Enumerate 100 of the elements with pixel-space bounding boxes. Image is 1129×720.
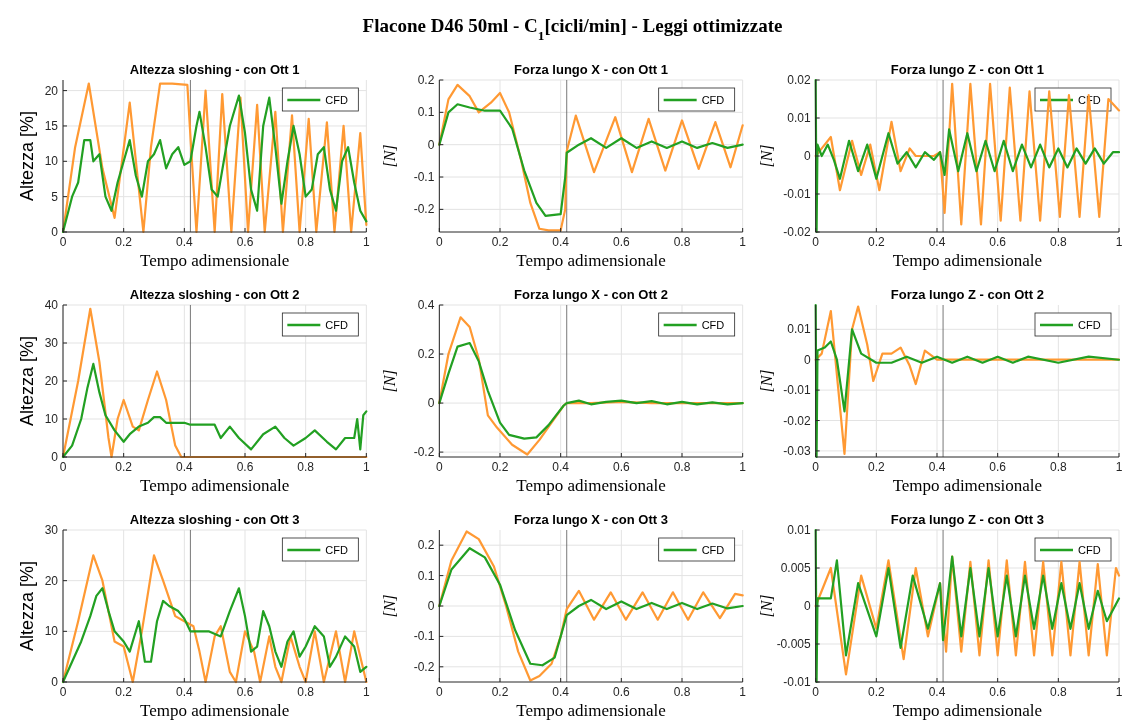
y-tick-label: 0 [803,599,811,613]
legend-label: CFD [701,94,725,106]
x-tick-label: 0 [812,235,820,249]
x-tick-label: 0.6 [989,235,1007,249]
y-tick-label: 40 [44,298,59,312]
x-tick-label: 0.4 [928,460,946,474]
x-tick-label: 0 [812,685,820,699]
y-tick-label: -0.2 [413,659,435,674]
y-tick-label: 0.02 [787,73,811,87]
x-axis-title: Tempo adimensionale [516,476,666,495]
x-tick-label: 1 [1115,460,1123,474]
y-tick-label: -0.01 [783,187,811,201]
x-axis-title: Tempo adimensionale [516,251,666,270]
x-tick-label: 0.6 [236,235,254,249]
x-tick-label: 0.2 [867,460,885,474]
x-tick-label: 0.8 [1049,235,1067,249]
x-tick-label: 0.6 [989,460,1007,474]
chart-title: Forza lungo Z - con Ott 1 [890,62,1044,77]
x-axis-title: Tempo adimensionale [139,476,290,495]
x-tick-label: 0.8 [1049,460,1067,474]
chart-title: Forza lungo Z - con Ott 3 [890,512,1044,527]
y-tick-label: 20 [44,374,59,388]
y-tick-label: 0 [803,149,811,163]
x-tick-label: 0.6 [612,460,630,474]
x-tick-label: 1 [1115,685,1123,699]
x-tick-label: 0.4 [552,235,570,249]
y-axis-title: [N] [381,369,399,393]
x-tick-label: 1 [739,460,747,474]
y-tick-label: -0.02 [783,225,811,239]
line-series [438,547,744,667]
y-axis-title: [N] [757,594,775,618]
x-tick-label: 0.8 [1049,685,1067,699]
line-series [438,103,744,217]
y-tick-label: -0.02 [783,413,811,428]
y-tick-label: -0.1 [413,629,435,644]
x-axis-title: Tempo adimensionale [139,701,290,720]
x-tick-label: 0.2 [115,235,133,249]
y-tick-label: 15 [44,118,59,133]
y-tick-label: 0 [51,225,59,239]
x-tick-label: 0.8 [673,235,691,249]
y-tick-label: 0.01 [787,322,811,337]
y-tick-label: -0.01 [783,675,811,689]
y-tick-label: -0.2 [413,202,435,217]
x-tick-label: 0.4 [552,685,570,699]
x-tick-label: 0.8 [297,235,315,249]
x-tick-label: 0.2 [491,460,509,474]
x-tick-label: 0 [812,460,820,474]
chart-title: Forza lungo X - con Ott 3 [514,512,668,527]
x-tick-label: 1 [362,685,370,699]
line-series [438,83,744,232]
y-tick-label: 0 [51,450,59,464]
x-tick-label: 0.8 [297,460,315,474]
x-tick-label: 0.6 [612,235,630,249]
y-tick-label: 30 [44,523,59,537]
y-tick-label: 0.01 [787,111,811,125]
y-axis-title: [N] [381,594,399,618]
x-tick-label: 0.2 [867,235,885,249]
text: Flacone D46 50ml - C$_{1}$[cicli/min] - Leggi ottimizzate [362,15,783,43]
y-axis-title: [N] [757,144,775,168]
y-axis-title: Altezza [%] [17,110,37,202]
y-axis-title: [N] [757,369,775,393]
y-axis-title: Altezza [%] [17,335,37,427]
x-tick-label: 0.8 [673,460,691,474]
y-tick-label: 5 [51,189,59,204]
y-tick-label: 10 [44,412,59,426]
legend-label: CFD [325,319,348,331]
x-axis-title: Tempo adimensionale [892,251,1043,270]
line-series [438,341,744,440]
y-tick-label: 10 [44,154,59,169]
y-tick-label: 0.4 [417,298,435,312]
y-tick-label: -0.005 [776,637,811,651]
x-tick-label: 0.2 [115,685,133,699]
x-tick-label: 0.8 [297,685,315,699]
chart-title: Forza lungo X - con Ott 1 [514,62,668,77]
x-tick-label: 0.6 [236,685,254,699]
x-axis-title: Tempo adimensionale [892,476,1043,495]
y-tick-label: -0.03 [783,443,811,458]
x-tick-label: 0.2 [867,685,885,699]
y-tick-label: 0.01 [787,523,811,537]
legend-label: CFD [701,544,725,556]
y-tick-label: 0 [427,599,435,613]
y-tick-label: 30 [44,336,59,350]
y-axis-title: Altezza [%] [17,560,37,652]
x-tick-label: 0.4 [175,235,193,249]
y-tick-label: 10 [44,624,59,639]
x-tick-label: 0.6 [612,685,630,699]
chart-title: Forza lungo X - con Ott 2 [514,287,668,302]
x-tick-label: 1 [1115,235,1123,249]
x-tick-label: 1 [362,235,370,249]
legend-label: CFD [325,544,348,556]
y-tick-label: 0.1 [417,568,435,583]
x-tick-label: 1 [739,685,747,699]
y-tick-label: -0.2 [413,445,435,460]
x-tick-label: 0.6 [236,460,254,474]
x-axis-title: Tempo adimensionale [892,701,1043,720]
legend-label: CFD [1078,544,1101,556]
x-tick-label: 0.2 [491,685,509,699]
y-tick-label: -0.01 [783,383,811,398]
x-tick-label: 0.4 [175,685,193,699]
x-tick-label: 0.2 [115,460,133,474]
